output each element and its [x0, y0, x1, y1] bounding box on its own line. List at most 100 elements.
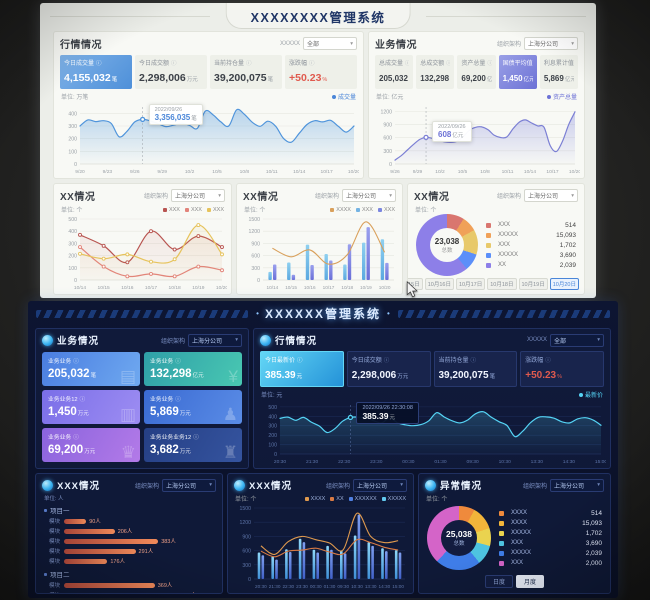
period-toggle-button[interactable]: 日度 [484, 575, 513, 588]
legend-label[interactable]: XXX [511, 540, 524, 546]
stat-card-label: 资产总量ⓘ [461, 58, 491, 68]
business-metric-card[interactable]: 业务业务 ⓘ 205,032笔 ▤ [42, 352, 140, 386]
dark-business-filter-select[interactable]: 上海分公司 ▾ [188, 333, 242, 347]
metric-card-label: 业务业务业务12 ⓘ [150, 432, 236, 442]
hbar-row[interactable]: 模块 206人 [44, 526, 214, 536]
dark-market-stat-card[interactable]: 当前持仓量 ⓘ 39,200,075笔 [433, 351, 518, 387]
lines-filter-select[interactable]: 上海分公司 ▾ [171, 189, 225, 202]
dark-donut-subheader: 单位: 个 [419, 494, 610, 503]
hbar-row[interactable]: 模块 383人 [44, 536, 214, 546]
legend-label[interactable]: XXXX [511, 510, 528, 516]
hbar-row[interactable]: 模块 176人 [44, 556, 214, 566]
date-tab[interactable]: 10月20日 [549, 278, 579, 290]
dark-market-stat-card[interactable]: 今日最新价 ⓘ 385.39元 [260, 351, 344, 387]
dark-combo-filter-value: 上海分公司 [357, 483, 388, 490]
dark-hbar-filter-select[interactable]: 上海分公司 ▾ [162, 478, 216, 492]
legend-item[interactable]: XXX [184, 207, 202, 213]
dark-market-series-legend[interactable]: 最新价 [578, 390, 603, 399]
legend-item[interactable]: XXXX [330, 207, 351, 213]
date-tab[interactable]: 10月19日 [518, 278, 548, 290]
business-stat-card[interactable]: 资产总量ⓘ69,200亿元 [457, 55, 496, 89]
market-stat-card[interactable]: 当前持仓量 ⓘ 39,200,075笔 [210, 55, 282, 89]
legend-label[interactable]: XXXX [511, 520, 528, 526]
dark-donut-filter-select[interactable]: 上海分公司 ▾ [550, 478, 604, 492]
business-metric-card[interactable]: 业务业务业务12 ⓘ 3,682万元 ♜ [144, 428, 242, 462]
svg-text:10/17: 10/17 [145, 285, 158, 291]
svg-text:600: 600 [383, 136, 392, 142]
legend-value: 514 [565, 221, 576, 229]
date-tab[interactable]: 10月16日 [424, 278, 454, 290]
hbar-bar [64, 558, 108, 564]
svg-text:10/17: 10/17 [546, 169, 559, 175]
hbar-track: 90人 [64, 517, 214, 525]
dark-hbar-chart[interactable]: 项目一 模块 90人 模块 206人 模块 383人 模块 291人 模块 176人 项目二 模块 369… [36, 502, 222, 593]
info-icon: ⓘ [297, 357, 303, 364]
stat-card-value: +50.23% [525, 365, 599, 383]
legend-label[interactable]: XX [498, 262, 507, 268]
market-stat-card[interactable]: 今日成交量 ⓘ 4,155,032笔 [60, 55, 132, 89]
svg-text:9/26: 9/26 [390, 169, 400, 175]
dark-combo-chart[interactable]: 0 300 600 900 1200 1500 20:30 21:30 22:30 23:30 00… [232, 503, 409, 591]
market-stat-card[interactable]: 今日成交额 ⓘ 2,298,006万元 [135, 55, 207, 89]
legend-label[interactable]: XXX [511, 560, 524, 566]
business-filter-select[interactable]: 上海分公司 ▾ [524, 37, 578, 50]
legend-label[interactable]: XXXXX [498, 252, 519, 258]
donut-filter-select[interactable]: 上海分公司 ▾ [524, 189, 578, 202]
dark-combo-filter-select[interactable]: 上海分公司 ▾ [353, 478, 407, 492]
legend-item[interactable]: XXX [206, 207, 224, 213]
donut-chart[interactable]: 23,038 总数 [416, 214, 478, 276]
svg-text:10/15: 10/15 [98, 285, 111, 291]
dark-donut-chart[interactable]: 25,038 总数 [427, 506, 491, 570]
svg-text:400: 400 [68, 229, 77, 235]
dark-market-filter-select[interactable]: 全部 ▾ [550, 333, 604, 347]
combo-filter-label: 组织架构 [314, 194, 339, 200]
svg-text:10/11: 10/11 [502, 169, 514, 175]
combo-chart[interactable]: 0 300 600 900 1200 1500 10/14 10/15 10/16 10/17 10… [241, 214, 398, 292]
business-metric-card[interactable]: 业务业务 ⓘ 69,200万元 ♛ [42, 428, 140, 462]
legend-label[interactable]: XXXXX [498, 232, 519, 238]
hbar-row[interactable]: 模块 291人 [44, 546, 214, 556]
lines-chart[interactable]: 0 100 200 300 400 500 10/14 10/15 10/16 10/17 10/1… [58, 214, 227, 292]
dark-combo-filter: 组织架构 上海分公司 ▾ [326, 478, 407, 492]
legend-label[interactable]: XXXXX [511, 550, 532, 556]
date-tab[interactable]: 10月17日 [456, 278, 486, 290]
business-stat-card[interactable]: 利息累计值ⓘ5,869亿元 [539, 55, 579, 89]
hbar-row[interactable]: 模块 90人 [44, 516, 214, 526]
legend-item[interactable]: XXX [355, 207, 373, 213]
business-stat-card[interactable]: 总成交量ⓘ205,032万笔 [375, 55, 414, 89]
dark-market-stat-card[interactable]: 涨跌幅 ⓘ +50.23% [520, 351, 604, 387]
business-stat-card[interactable]: 总成交额ⓘ132,298亿元 [416, 55, 455, 89]
legend-item[interactable]: XXXXXX [348, 496, 377, 502]
legend-item[interactable]: XXXX [304, 496, 325, 502]
market-filter-select[interactable]: 全部 ▾ [303, 37, 357, 50]
business-metric-card[interactable]: 业务业务12 ⓘ 1,450万元 ▥ [42, 390, 140, 424]
metric-card-label: 业务业务 ⓘ [150, 394, 236, 404]
dark-market-line-chart[interactable]: 0 100 200 300 400 500 20:30 21:30 22:30 23:30 00:3… [258, 400, 606, 466]
hbar-row[interactable]: 模块 369人 [44, 580, 214, 590]
hbar-row[interactable]: 模块 465人 [44, 590, 214, 593]
date-tab[interactable]: 10月18日 [487, 278, 517, 290]
legend-label[interactable]: XXX [498, 222, 511, 228]
business-area-chart[interactable]: 0 300 600 900 1200 9/26 9/29 10/2 10/5 10/8 10/11 1… [373, 102, 580, 176]
dark-market-stat-card[interactable]: 今日成交额 ⓘ 2,298,006万元 [346, 351, 431, 387]
combo-filter-select[interactable]: 上海分公司 ▾ [342, 189, 396, 202]
hbar-group-label: 项目一 [50, 508, 70, 515]
business-metric-card[interactable]: 业务业务 ⓘ 132,298亿元 ¥ [144, 352, 242, 386]
legend-item[interactable]: XXX [162, 207, 180, 213]
business-series-legend[interactable]: 资产总量 [546, 92, 577, 101]
legend-item[interactable]: XX [330, 496, 344, 502]
chevron-down-icon: ▾ [597, 337, 600, 343]
legend-label[interactable]: XXX [498, 242, 511, 248]
legend-item[interactable]: XXXXX [381, 496, 406, 502]
legend-marker [499, 520, 504, 526]
market-series-legend[interactable]: 成交量 [331, 92, 356, 101]
market-filter-value: 全部 [307, 42, 320, 48]
period-toggle-button[interactable]: 月度 [516, 575, 545, 588]
market-stat-card[interactable]: 涨跌幅 ⓘ +50.23% [285, 55, 357, 89]
business-stat-card[interactable]: 国债平均值ⓘ1,450亿元 [498, 55, 537, 89]
business-metric-card[interactable]: 业务业务 ⓘ 5,869万元 ♟ [144, 390, 242, 424]
lines-subheader: 单位: 个 XXX XXX XXX [54, 205, 231, 215]
legend-item[interactable]: XXX [377, 207, 395, 213]
market-area-chart[interactable]: 0 100 200 300 400 9/20 9/23 9/26 9/29 10/2 10/5 10/… [58, 102, 359, 176]
legend-label[interactable]: XXXXX [511, 530, 532, 536]
